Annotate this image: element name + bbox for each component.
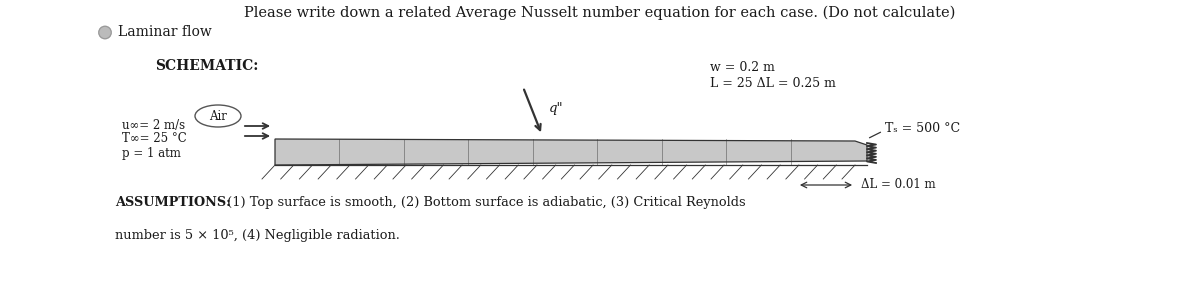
Text: Please write down a related Average Nusselt number equation for each case. (Do n: Please write down a related Average Nuss… — [245, 6, 955, 20]
Text: Laminar flow: Laminar flow — [118, 26, 211, 39]
Text: ΔL = 0.01 m: ΔL = 0.01 m — [862, 178, 936, 191]
Text: u∞= 2 m/s: u∞= 2 m/s — [122, 119, 185, 132]
Polygon shape — [275, 139, 866, 165]
Ellipse shape — [194, 105, 241, 127]
Circle shape — [98, 26, 112, 39]
Text: T∞= 25 °C: T∞= 25 °C — [122, 132, 187, 145]
Text: p = 1 atm: p = 1 atm — [122, 147, 181, 160]
Text: Air: Air — [209, 110, 227, 123]
Text: number is 5 × 10⁵, (4) Negligible radiation.: number is 5 × 10⁵, (4) Negligible radiat… — [115, 229, 400, 242]
Text: SCHEMATIC:: SCHEMATIC: — [155, 59, 258, 73]
Text: ASSUMPTIONS:: ASSUMPTIONS: — [115, 196, 230, 209]
Text: Tₛ = 500 °C: Tₛ = 500 °C — [886, 123, 960, 135]
Text: (1) Top surface is smooth, (2) Bottom surface is adiabatic, (3) Critical Reynold: (1) Top surface is smooth, (2) Bottom su… — [223, 196, 745, 209]
Text: w = 0.2 m: w = 0.2 m — [710, 61, 775, 74]
Text: q": q" — [550, 103, 564, 116]
Text: L = 25 ΔL = 0.25 m: L = 25 ΔL = 0.25 m — [710, 77, 836, 90]
